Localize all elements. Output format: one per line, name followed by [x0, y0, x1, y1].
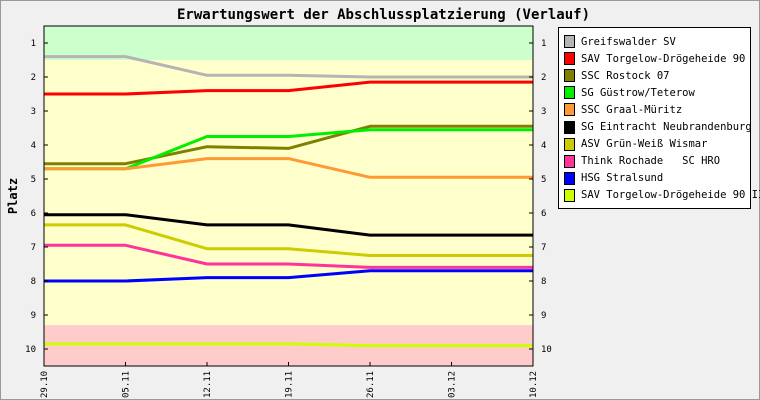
x-tick-label: 05.11 [122, 371, 132, 398]
x-tick-label: 26.11 [366, 371, 376, 398]
y-tick-label: 2 [31, 73, 36, 83]
series-line-2 [44, 124, 533, 166]
series-line-0 [44, 55, 533, 79]
y-tick-label: 10 [25, 345, 36, 355]
legend-item-8: HSG Stralsund [564, 170, 750, 187]
y-axis-label: Platz [6, 178, 20, 214]
x-tick-label: 29.10 [40, 371, 50, 398]
x-tick-label: 10.12 [529, 371, 539, 398]
legend-item-1: SAV Torgelow-Drögeheide 90 [564, 50, 750, 67]
legend-swatch [564, 35, 575, 49]
series-line-6 [44, 223, 533, 257]
y-tick-label: 5 [31, 175, 36, 185]
series-line-1 [44, 80, 533, 96]
x-tick-label: 03.12 [448, 371, 458, 398]
x-tick-label: 12.11 [203, 371, 213, 398]
y-tick-label-right: 6 [541, 209, 546, 219]
zone-band-1 [44, 60, 533, 326]
series-line-5 [44, 213, 533, 237]
legend-label: SG Eintracht Neubrandenburg [581, 121, 752, 134]
legend-item-4: SSC Graal-Müritz [564, 101, 750, 118]
y-tick-label: 7 [31, 243, 36, 253]
legend-label: SSC Rostock 07 [581, 69, 670, 82]
series-line-7 [44, 243, 533, 269]
legend-item-3: SG Güstrow/Teterow [564, 84, 750, 101]
legend-label: SAV Torgelow-Drögeheide 90 II [581, 189, 760, 202]
y-tick-label-right: 8 [541, 277, 546, 287]
y-tick-label-right: 10 [541, 345, 552, 355]
legend-swatch [564, 120, 575, 134]
legend-swatch [564, 86, 575, 100]
legend-swatch [564, 69, 575, 83]
legend-label: SSC Graal-Müritz [581, 103, 683, 116]
y-tick-label-right: 5 [541, 175, 546, 185]
legend-item-2: SSC Rostock 07 [564, 67, 750, 84]
legend-item-5: SG Eintracht Neubrandenburg [564, 118, 752, 135]
legend-swatch [564, 52, 575, 66]
y-tick-label-right: 4 [541, 141, 546, 151]
y-tick-label: 4 [31, 141, 36, 151]
series-line-4 [44, 157, 533, 179]
x-tick-label: 19.11 [285, 371, 295, 398]
y-tick-label-right: 3 [541, 107, 546, 117]
y-tick-label-right: 1 [541, 39, 546, 49]
legend-swatch [564, 137, 575, 151]
legend-swatch [564, 171, 575, 185]
legend-item-0: Greifswalder SV [564, 33, 750, 50]
legend-label: SG Güstrow/Teterow [581, 86, 695, 99]
chart-legend: Greifswalder SV SAV Torgelow-Drögeheide 9… [558, 27, 760, 209]
y-tick-label-right: 7 [541, 243, 546, 253]
y-tick-label: 3 [31, 107, 36, 117]
y-tick-label: 9 [31, 311, 36, 321]
legend-swatch [564, 154, 575, 168]
legend-label: Think Rochade SC HRO [581, 155, 721, 168]
legend-swatch [564, 103, 575, 117]
chart-title: Erwartungswert der Abschlussplatzierung … [177, 7, 590, 23]
series-line-8 [44, 269, 533, 283]
y-tick-label-right: 9 [541, 311, 546, 321]
legend-label: ASV Grün-Weiß Wismar [581, 138, 708, 151]
series-line-9 [44, 342, 533, 348]
y-tick-label-right: 2 [541, 73, 546, 83]
legend-item-7: Think Rochade SC HRO [564, 153, 750, 170]
zone-band-0 [44, 26, 533, 60]
legend-label: SAV Torgelow-Drögeheide 90 [581, 52, 746, 65]
legend-item-9: SAV Torgelow-Drögeheide 90 II [564, 187, 760, 204]
legend-label: HSG Stralsund [581, 172, 664, 185]
legend-label: Greifswalder SV [581, 35, 676, 48]
y-tick-label: 6 [31, 209, 36, 219]
y-tick-label: 1 [31, 39, 36, 49]
legend-swatch [564, 188, 575, 202]
y-tick-label: 8 [31, 277, 36, 287]
legend-item-6: ASV Grün-Weiß Wismar [564, 136, 750, 153]
